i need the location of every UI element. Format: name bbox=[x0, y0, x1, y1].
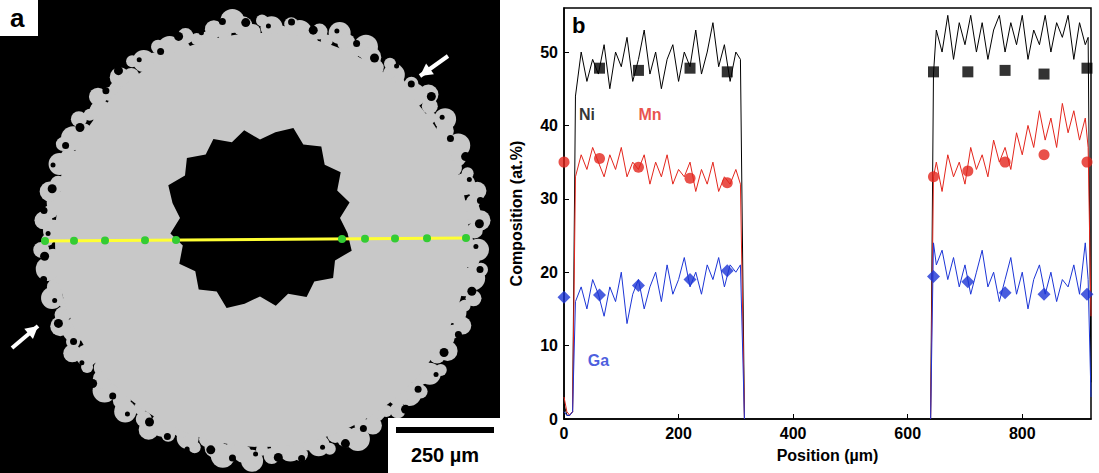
svg-text:Ga: Ga bbox=[588, 352, 609, 369]
svg-text:a: a bbox=[10, 3, 25, 33]
svg-text:40: 40 bbox=[540, 117, 558, 134]
svg-text:200: 200 bbox=[665, 425, 692, 442]
svg-text:800: 800 bbox=[1009, 425, 1036, 442]
svg-text:600: 600 bbox=[894, 425, 921, 442]
svg-text:Composition (at.%): Composition (at.%) bbox=[508, 141, 525, 287]
svg-text:Position (µm): Position (µm) bbox=[777, 447, 879, 464]
svg-text:10: 10 bbox=[540, 337, 558, 354]
svg-text:b: b bbox=[572, 13, 585, 38]
svg-text:0: 0 bbox=[549, 411, 558, 428]
svg-text:400: 400 bbox=[780, 425, 807, 442]
svg-text:50: 50 bbox=[540, 44, 558, 61]
svg-text:30: 30 bbox=[540, 190, 558, 207]
svg-text:Mn: Mn bbox=[638, 106, 661, 123]
svg-text:Ni: Ni bbox=[579, 106, 595, 123]
svg-text:250 µm: 250 µm bbox=[411, 444, 479, 466]
svg-text:20: 20 bbox=[540, 264, 558, 281]
svg-text:0: 0 bbox=[560, 425, 569, 442]
